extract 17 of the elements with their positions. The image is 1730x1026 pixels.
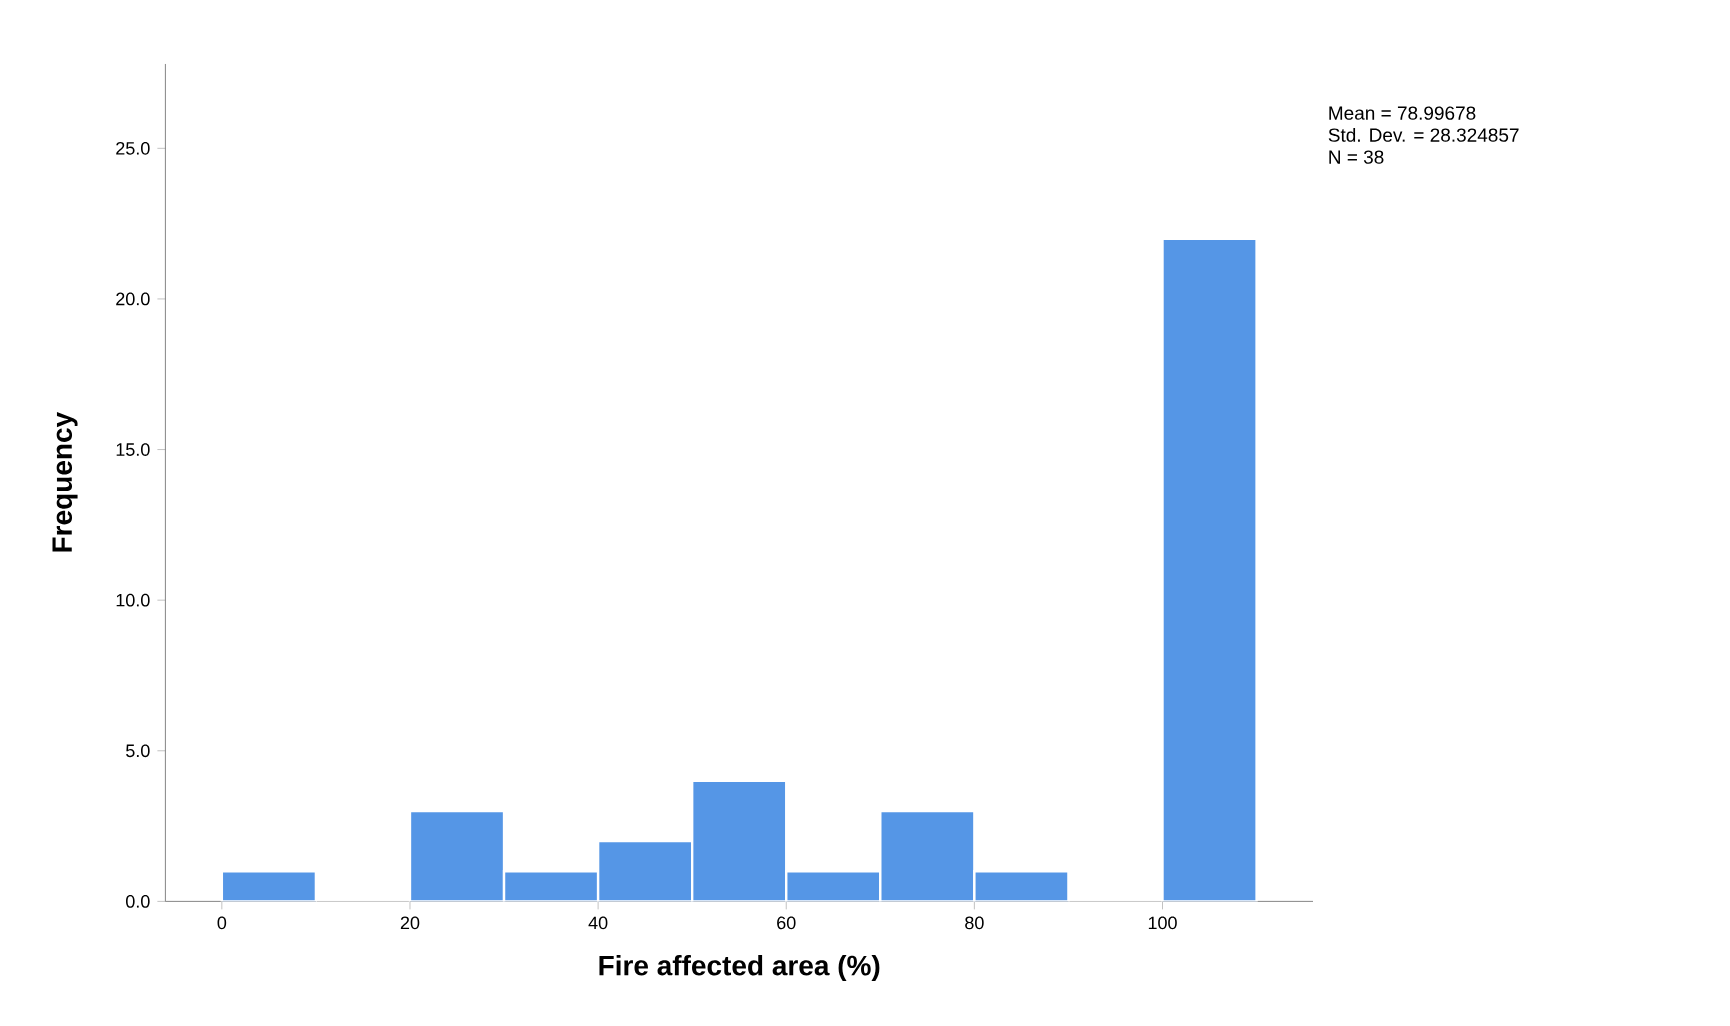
y-tick-label: 25.0 <box>116 141 150 155</box>
x-tick-label: 60 <box>777 916 796 930</box>
y-axis-title: Frequency <box>52 412 78 552</box>
x-tick-label: 20 <box>400 916 420 930</box>
x-tick-label: 0 <box>217 916 227 930</box>
text: Std. Dev. = 28.324857 <box>1328 127 1519 142</box>
text: N = 38 <box>1329 150 1384 164</box>
text: Mean = 78.99678 <box>1329 106 1476 120</box>
x-tick-label: 100 <box>1148 916 1177 930</box>
y-tick-label: 10.0 <box>116 593 150 607</box>
y-tick-label: 20.0 <box>116 292 150 306</box>
y-tick-label: 15.0 <box>116 443 150 456</box>
y-tick-label: 0.0 <box>126 895 150 908</box>
y-tick-label: 5.0 <box>126 744 150 758</box>
x-tick-label: 80 <box>965 916 984 930</box>
x-axis-title: Fire affected area (%) <box>599 954 880 982</box>
x-tick-label: 40 <box>588 916 608 930</box>
